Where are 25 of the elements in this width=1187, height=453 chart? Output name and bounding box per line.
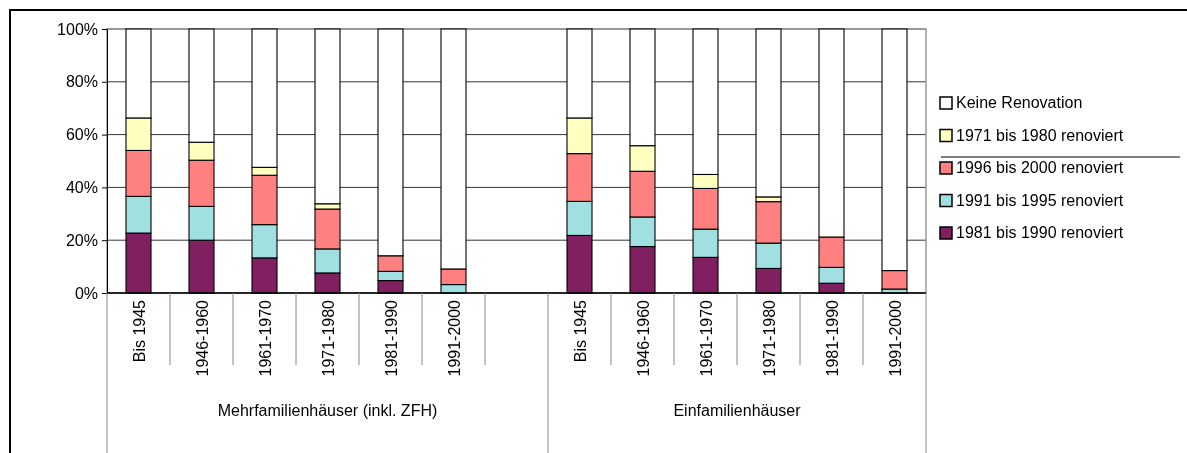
- x-tick-label: 1991-2000: [445, 299, 463, 377]
- x-tick-label: Bis 1945: [571, 299, 589, 363]
- y-tick-label: 20%: [65, 231, 98, 249]
- legend-label: 1971 bis 1980 renoviert: [956, 126, 1124, 144]
- y-tick-label: 40%: [65, 179, 98, 197]
- text: Mehrfamilienhäuser (inkl. ZFH): [217, 402, 438, 419]
- y-tick-label: 80%: [65, 73, 98, 91]
- x-tick-label: 1961-1970: [256, 299, 274, 377]
- legend-label: 1991 bis 1995 renoviert: [956, 191, 1124, 209]
- legend-label: 1981 bis 1990 renoviert: [956, 224, 1124, 241]
- y-tick-label: 0%: [74, 284, 98, 302]
- x-tick-label: 1961-1970: [697, 299, 715, 377]
- y-tick-label: 60%: [65, 126, 98, 144]
- x-tick-label: 1981-1990: [382, 299, 400, 377]
- x-tick-label: 1981-1990: [823, 299, 841, 377]
- text: Einfamilienhäuser: [673, 402, 802, 419]
- x-tick-label: 1971-1980: [319, 299, 337, 377]
- x-tick-label: 1946-1960: [634, 299, 652, 377]
- legend-label: 1996 bis 2000 renoviert: [956, 159, 1124, 176]
- x-tick-label: 1971-1980: [760, 299, 778, 377]
- x-tick-label: Bis 1945: [130, 299, 148, 363]
- x-tick-label: 1991-2000: [886, 299, 904, 377]
- y-tick-label: 100%: [57, 20, 98, 38]
- x-tick-label: 1946-1960: [193, 299, 211, 377]
- legend-label: Keine Renovation: [956, 94, 1083, 111]
